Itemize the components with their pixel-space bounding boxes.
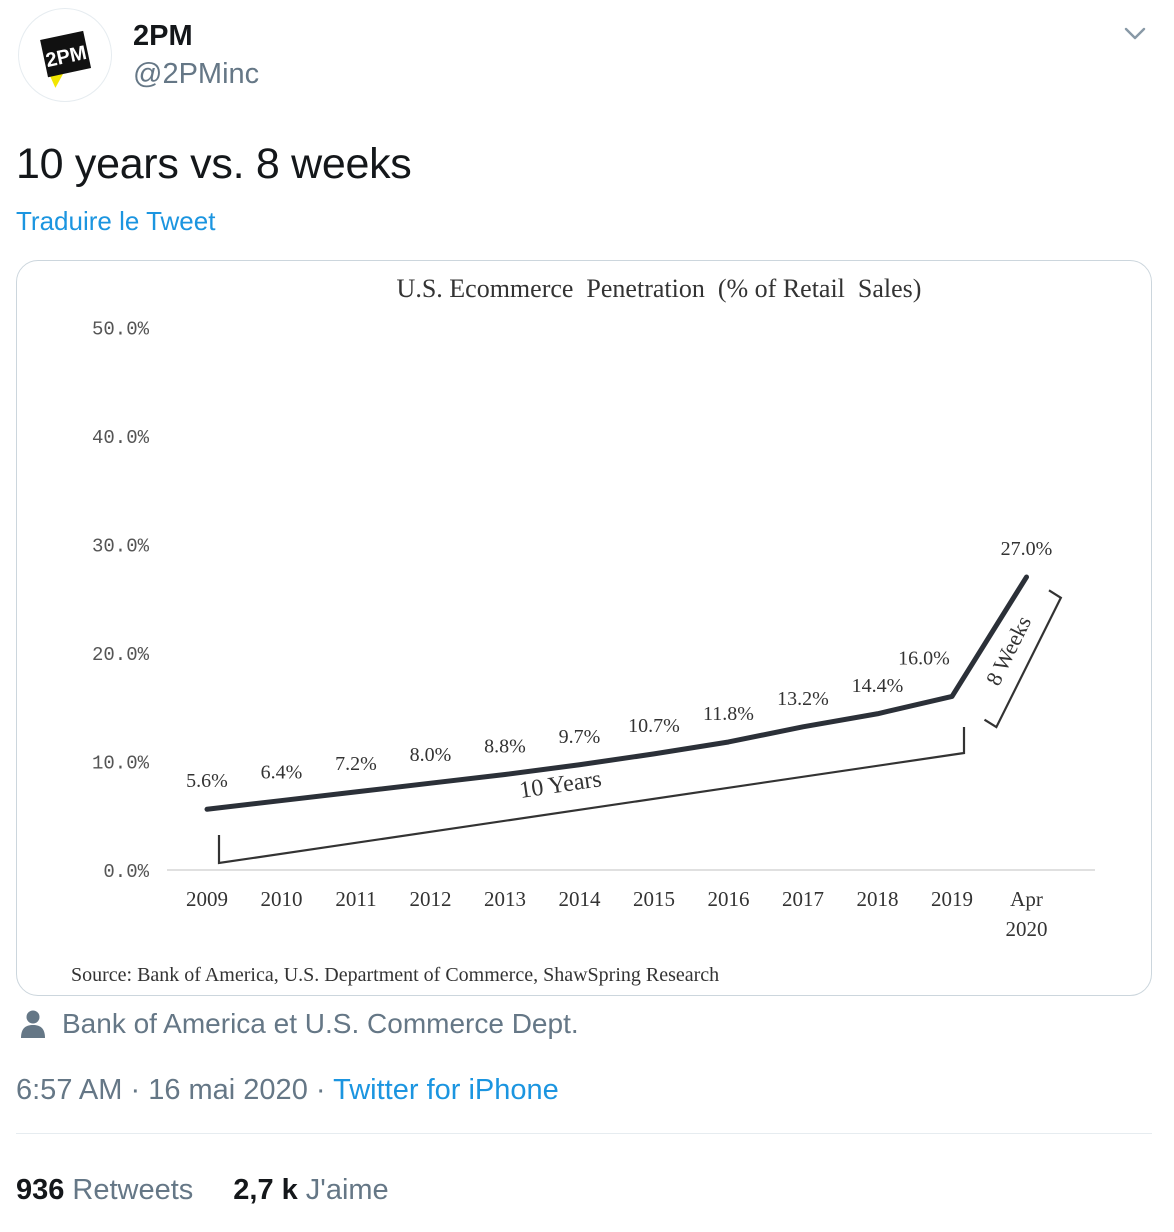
data-label: 8.8%: [484, 736, 526, 758]
y-tick-label: 10.0%: [92, 753, 150, 775]
data-label: 5.6%: [186, 770, 228, 792]
retweets-label: Retweets: [72, 1174, 194, 1206]
data-label: 11.8%: [703, 703, 754, 725]
translate-tweet-link[interactable]: Traduire le Tweet: [16, 206, 216, 236]
ten-years-bracket: [217, 727, 966, 865]
retweets-stat[interactable]: 936 Retweets: [16, 1174, 193, 1207]
divider: [16, 1133, 1152, 1134]
x-axis: 2009 2010 2011 2012 2013 2014 2015 2016 2017 2018…: [186, 887, 1048, 941]
tweet-source-link[interactable]: Twitter for iPhone: [333, 1074, 559, 1106]
series-line: [204, 574, 1029, 812]
x-tick-label: 2018: [857, 887, 899, 911]
x-tick-label: 2014: [559, 887, 602, 911]
x-tick-label: Apr 2020: [1006, 887, 1048, 941]
x-tick-label: 2012: [410, 887, 452, 911]
ecommerce-chart: U.S. Ecommerce Penetration (% of Retail …: [71, 274, 1095, 986]
x-tick-label: 2011: [335, 887, 376, 911]
data-label: 8.0%: [410, 744, 452, 766]
data-label: 9.7%: [559, 726, 601, 748]
tweet-stats: 936 Retweets 2,7 k J'aime: [16, 1174, 389, 1207]
x-tick-label: 2019: [931, 887, 973, 911]
tweet-media-card[interactable]: U.S. Ecommerce Penetration (% of Retail …: [16, 260, 1152, 996]
x-tick-label: 2015: [633, 887, 675, 911]
y-tick-label: 40.0%: [92, 427, 150, 449]
x-tick-label: 2009: [186, 887, 228, 911]
annotation-eight-weeks: 8 Weeks: [981, 612, 1036, 690]
y-axis: 0.0% 10.0% 20.0% 30.0% 40.0% 50.0%: [92, 319, 150, 884]
author-handle[interactable]: @2PMinc: [133, 58, 260, 90]
author-avatar[interactable]: 2PM: [18, 8, 112, 102]
media-credit: Bank of America et U.S. Commerce Dept.: [20, 1008, 579, 1040]
x-tick-label: 2010: [261, 887, 303, 911]
meta-separator: ·: [130, 1074, 141, 1106]
y-tick-label: 0.0%: [103, 861, 149, 883]
data-label: 14.4%: [852, 675, 904, 697]
eight-weeks-bracket: [983, 589, 1063, 729]
y-tick-label: 20.0%: [92, 644, 150, 666]
tweet-date[interactable]: 16 mai 2020: [148, 1074, 308, 1106]
tweet-time[interactable]: 6:57 AM: [16, 1074, 123, 1106]
person-icon: [21, 1010, 45, 1038]
data-label: 7.2%: [335, 753, 377, 775]
tweet-meta: 6:57 AM · 16 mai 2020 · Twitter for iPho…: [16, 1074, 559, 1107]
likes-label: J'aime: [305, 1174, 389, 1206]
tweet-text: 10 years vs. 8 weeks: [16, 140, 412, 188]
x-tick-label: 2016: [708, 887, 750, 911]
data-label: 13.2%: [777, 688, 829, 710]
x-tick-label: 2013: [484, 887, 526, 911]
media-credit-text: Bank of America et U.S. Commerce Dept.: [62, 1008, 579, 1039]
data-label: 10.7%: [628, 715, 680, 737]
data-labels: 5.6% 6.4% 7.2% 8.0% 8.8% 9.7% 10.7% 11.8% 13.2% 1…: [186, 538, 1052, 792]
y-tick-label: 30.0%: [92, 536, 150, 558]
more-options-chevron-down-icon[interactable]: [1120, 22, 1150, 44]
retweets-count: 936: [16, 1174, 65, 1206]
2pm-logo-icon: 2PM: [40, 30, 92, 88]
data-label: 6.4%: [261, 762, 303, 784]
data-label: 27.0%: [1001, 538, 1053, 560]
chart-source: Source: Bank of America, U.S. Department…: [71, 964, 719, 986]
meta-separator: ·: [315, 1074, 326, 1106]
y-tick-label: 50.0%: [92, 319, 150, 341]
likes-stat[interactable]: 2,7 k J'aime: [233, 1174, 388, 1207]
data-label: 16.0%: [898, 647, 950, 669]
author-name[interactable]: 2PM: [133, 20, 193, 52]
likes-count: 2,7 k: [233, 1174, 298, 1206]
x-tick-label: 2017: [782, 887, 824, 911]
chart-title: U.S. Ecommerce Penetration (% of Retail …: [397, 274, 922, 303]
